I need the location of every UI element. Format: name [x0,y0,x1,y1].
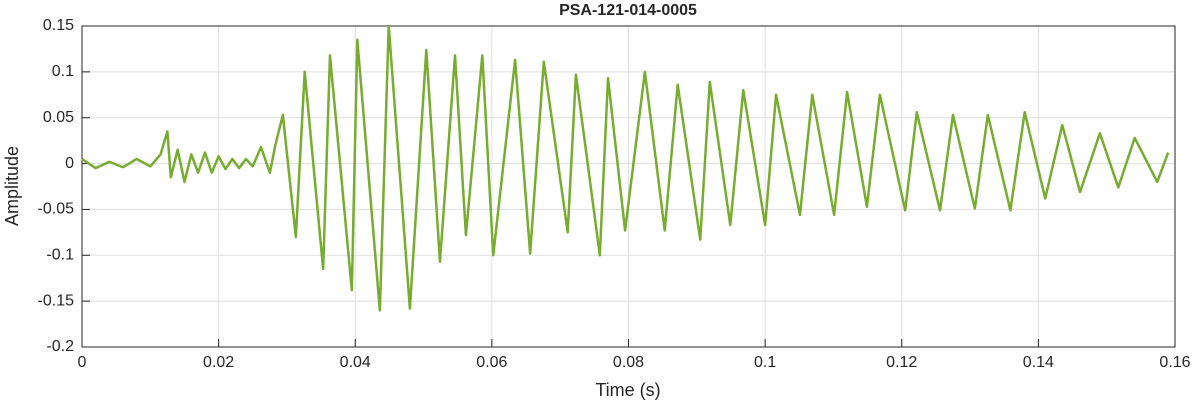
x-tick-label: 0.02 [203,354,234,371]
y-tick-label: -0.05 [38,201,75,218]
y-tick-label: 0.1 [52,63,74,80]
x-tick-label: 0.12 [886,354,917,371]
chart-title: PSA-121-014-0005 [559,2,697,19]
x-tick-label: 0 [78,354,87,371]
x-tick-label: 0.06 [476,354,507,371]
plot-frame [81,25,1176,348]
x-tick-label: 0.16 [1159,354,1190,371]
y-tick-label: 0.05 [43,109,74,126]
y-tick-label: 0 [65,155,74,172]
x-axis-label: Time (s) [595,380,660,400]
x-tick-label: 0.04 [340,354,371,371]
y-tick-label: -0.2 [46,338,74,355]
data-line [81,24,1170,312]
y-tick-label: 0.15 [43,17,74,34]
y-axis-label: Amplitude [2,146,22,226]
x-tick-label: 0.08 [613,354,644,371]
x-tick-label: 0.1 [754,354,776,371]
y-tick-label: -0.1 [46,247,74,264]
x-tick-label: 0.14 [1023,354,1054,371]
y-tick-label: -0.15 [38,292,75,309]
